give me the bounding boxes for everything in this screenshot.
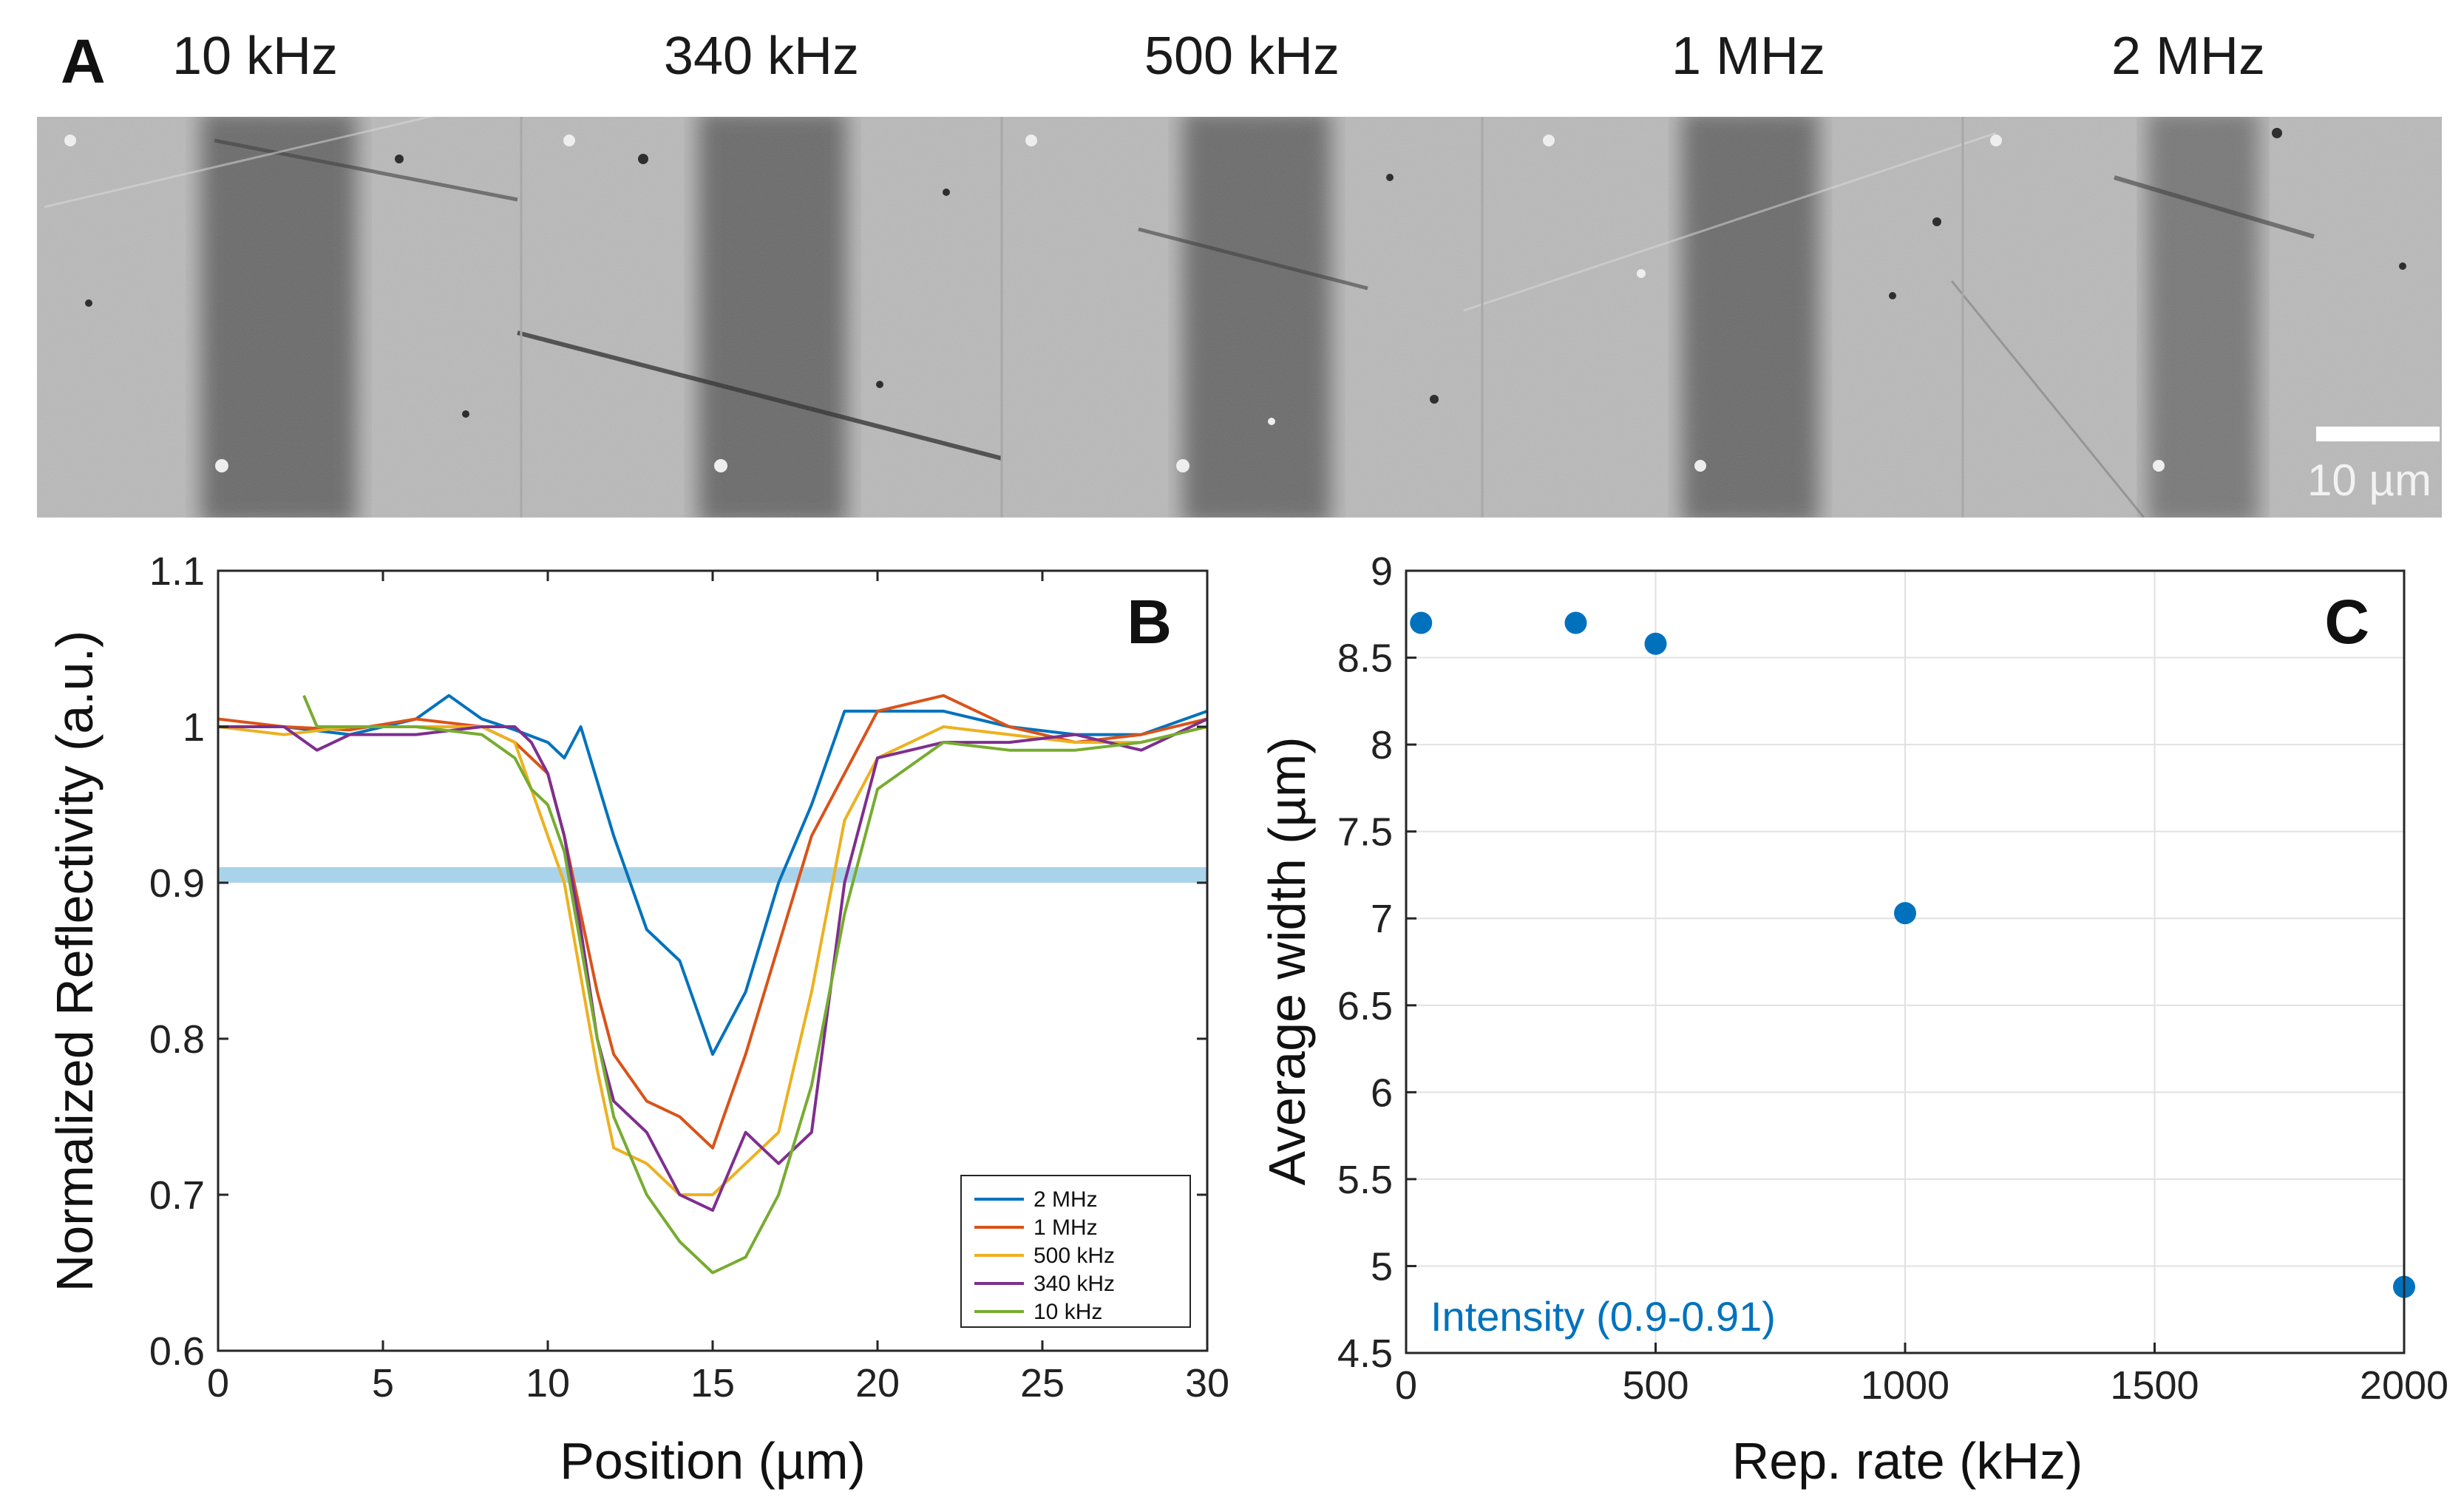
x-tick-label-c: 500 — [1622, 1363, 1689, 1408]
y-tick-label-c: 5.5 — [1337, 1158, 1393, 1202]
panel-label-b: B — [1127, 587, 1172, 657]
panel-a: A 10 kHz 340 kHz 500 kHz 1 MHz 2 MHz — [37, 27, 2442, 518]
data-point-3 — [1894, 902, 1916, 925]
legend-b: 2 MHz 1 MHz 500 kHz 340 kHz 10 kHz — [960, 1175, 1191, 1328]
y-tick-label-c: 4.5 — [1337, 1332, 1393, 1376]
y-tick-label-c: 6.5 — [1337, 984, 1393, 1028]
legend-box — [960, 1175, 1191, 1328]
y-tick-label-b: 1 — [183, 705, 205, 750]
legend-label-4: 10 kHz — [1034, 1300, 1102, 1324]
x-tick-label-b: 25 — [1020, 1361, 1065, 1405]
legend-label-2: 500 kHz — [1034, 1244, 1115, 1268]
panel-label-a: A — [61, 27, 106, 96]
y-tick-label-c: 6 — [1371, 1071, 1393, 1115]
y-tick-label-b: 0.9 — [149, 861, 205, 906]
intensity-annotation: Intensity (0.9-0.91) — [1430, 1293, 1776, 1340]
plot-frame-c — [1405, 569, 2406, 1354]
plot-frame-b — [217, 569, 1209, 1352]
x-tick-label-b: 5 — [372, 1361, 394, 1405]
y-tick-label-b: 1.1 — [149, 549, 205, 594]
y-tick-label-c: 8.5 — [1337, 637, 1393, 681]
panel-c-width-chart: 0 500 1000 1500 2000 4.5 5 5.5 6 6.5 7 7.5 8 8.5 9 C I… — [1258, 549, 2448, 1490]
x-tick-label-c: 1500 — [2110, 1363, 2199, 1408]
x-tick-label-c: 0 — [1395, 1363, 1417, 1408]
threshold-band — [218, 866, 1207, 883]
freq-title-4: 1 MHz — [1671, 27, 1825, 86]
y-tick-label-c: 8 — [1371, 723, 1393, 767]
data-point-2 — [1644, 632, 1667, 655]
y-axis-label-c: Average width (µm) — [1258, 736, 1316, 1185]
y-tick-label-b: 0.6 — [149, 1329, 205, 1374]
x-axis-label-c: Rep. rate (kHz) — [1732, 1432, 2083, 1490]
x-axis-label-b: Position (µm) — [560, 1432, 866, 1490]
freq-title-2: 340 kHz — [664, 27, 859, 86]
data-point-1 — [1564, 611, 1587, 634]
x-tick-label-b: 0 — [207, 1361, 229, 1405]
freq-title-5: 2 MHz — [2111, 27, 2265, 86]
legend-label-1: 1 MHz — [1034, 1215, 1098, 1240]
y-axis-label-b: Normalized Reflectivity (a.u.) — [46, 631, 103, 1292]
legend-label-3: 340 kHz — [1034, 1272, 1115, 1296]
data-point-0 — [1410, 611, 1433, 634]
freq-title-3: 500 kHz — [1144, 27, 1340, 86]
x-tick-label-b: 20 — [855, 1361, 900, 1405]
legend-label-0: 2 MHz — [1034, 1187, 1098, 1212]
series-line-10-khz — [302, 695, 1207, 1275]
series-line-2-mhz — [218, 693, 1207, 1056]
y-tick-label-c: 7.5 — [1337, 810, 1393, 855]
x-tick-label-c: 1000 — [1861, 1363, 1949, 1408]
micrograph-strip — [37, 117, 2442, 518]
x-tick-label-c: 2000 — [2360, 1363, 2448, 1408]
y-tick-label-b: 0.8 — [149, 1017, 205, 1062]
x-tick-label-b: 10 — [526, 1361, 570, 1405]
panel-b-reflectivity-chart: 0 5 10 15 20 25 30 0.6 0.7 0.8 0.9 1 1.1 B Position … — [46, 549, 1229, 1490]
freq-title-1: 10 kHz — [172, 27, 338, 86]
x-tick-label-b: 15 — [690, 1361, 735, 1405]
y-tick-label-c: 5 — [1371, 1244, 1393, 1289]
y-tick-label-c: 7 — [1371, 897, 1393, 941]
panel-label-c: C — [2324, 587, 2369, 657]
y-tick-label-c: 9 — [1371, 549, 1393, 594]
series-line-340-khz — [218, 717, 1207, 1212]
x-tick-label-b: 30 — [1185, 1361, 1229, 1405]
y-tick-label-b: 0.7 — [149, 1173, 205, 1218]
scale-bar-label: 10 µm — [2307, 455, 2431, 505]
